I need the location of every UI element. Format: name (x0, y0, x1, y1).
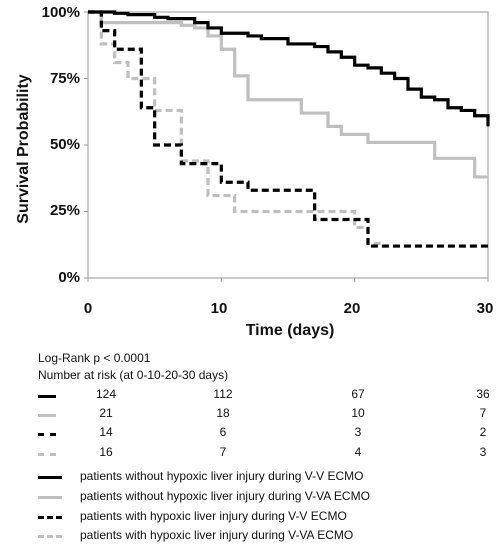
series-layer (88, 10, 490, 248)
risk-count: 67 (351, 387, 365, 401)
risk-row: 16 7 4 3 (38, 444, 498, 462)
survival-curve-1 (88, 10, 490, 127)
legend-label: patients with hypoxic liver injury durin… (80, 509, 347, 523)
survival-plot (84, 10, 490, 282)
y-tick-label: 100% (41, 4, 80, 21)
risk-row: 14 6 3 2 (38, 424, 498, 442)
legend-entry: patients without hypoxic liver injury du… (38, 488, 498, 505)
risk-count: 2 (479, 425, 487, 439)
risk-count: 14 (99, 425, 113, 439)
y-tick-label: 50% (49, 136, 80, 153)
legend-entry: patients with hypoxic liver injury durin… (38, 527, 498, 544)
plot-frame (84, 11, 489, 282)
x-tick-label: 20 (343, 300, 361, 317)
legend-label: patients without hypoxic liver injury du… (80, 469, 364, 483)
legend-label: patients without hypoxic liver injury du… (80, 489, 370, 503)
risk-count: 18 (216, 406, 230, 420)
x-tick-label: 10 (210, 300, 228, 317)
risk-count: 3 (479, 445, 487, 459)
risk-count: 10 (351, 406, 365, 420)
y-tick-label: 25% (49, 202, 80, 219)
risk-count: 7 (219, 445, 227, 459)
legend-entry: patients with hypoxic liver injury durin… (38, 508, 498, 525)
risk-count: 4 (354, 445, 362, 459)
x-axis-label: Time (days) (245, 322, 335, 339)
risk-line-swatch (38, 395, 56, 398)
risk-line-swatch (38, 414, 56, 417)
risk-count: 16 (99, 445, 113, 459)
risk-count: 7 (479, 406, 487, 420)
risk-count: 36 (476, 387, 490, 401)
legend-swatch (38, 516, 62, 519)
survival-curve-4 (88, 10, 488, 248)
legend-label: patients with hypoxic liver injury durin… (80, 528, 354, 542)
y-tick-label: 0% (58, 269, 80, 286)
risk-count: 6 (219, 425, 227, 439)
logrank-text: Log-Rank p < 0.0001 (38, 351, 151, 365)
legend-swatch (38, 496, 62, 499)
legend-swatch (38, 535, 62, 538)
risk-table-title: Number at risk (at 0-10-20-30 days) (38, 368, 229, 382)
risk-line-swatch (38, 453, 56, 456)
risk-row: 124 112 67 36 (38, 386, 498, 404)
survival-curve-2 (88, 10, 488, 179)
risk-count: 124 (95, 387, 117, 401)
plot-border (87, 11, 489, 279)
x-tick-label: 0 (83, 300, 93, 317)
risk-row: 21 18 10 7 (38, 405, 498, 423)
legend-swatch (38, 476, 62, 479)
risk-count: 21 (99, 406, 113, 420)
legend-entry: patients without hypoxic liver injury du… (38, 468, 498, 485)
y-tick-label: 75% (49, 70, 80, 87)
risk-count: 3 (354, 425, 362, 439)
survival-curve-3 (88, 10, 488, 248)
risk-line-swatch (38, 433, 56, 436)
risk-count: 112 (213, 387, 233, 401)
x-tick-label: 30 (476, 300, 494, 317)
